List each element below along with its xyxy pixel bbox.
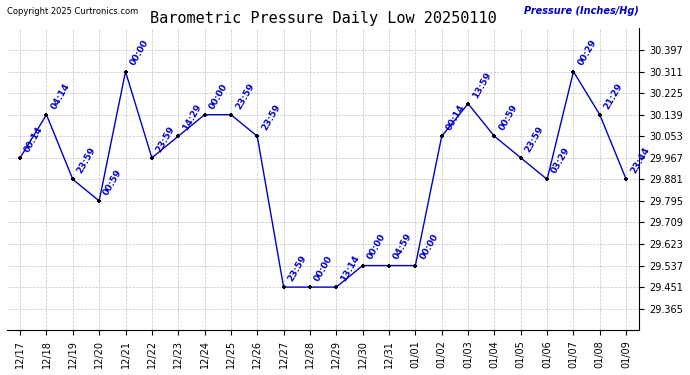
Title: Barometric Pressure Daily Low 20250110: Barometric Pressure Daily Low 20250110 [150,11,497,26]
Point [462,100,473,106]
Text: 23:59: 23:59 [76,146,98,175]
Point [304,284,315,290]
Text: 23:59: 23:59 [286,254,308,283]
Point [14,155,26,161]
Text: 00:00: 00:00 [207,82,229,111]
Point [568,69,579,75]
Text: Pressure (Inches/Hg): Pressure (Inches/Hg) [524,6,640,16]
Text: 23:59: 23:59 [155,124,177,154]
Text: 00:00: 00:00 [313,254,335,283]
Text: 00:14: 00:14 [444,103,466,132]
Text: 13:59: 13:59 [471,70,493,99]
Point [410,262,421,268]
Point [172,133,184,139]
Text: 23:44: 23:44 [629,146,651,175]
Text: 00:00: 00:00 [128,39,150,68]
Text: 03:29: 03:29 [550,146,572,175]
Text: 00:59: 00:59 [497,103,520,132]
Text: 23:59: 23:59 [524,124,546,154]
Text: 00:29: 00:29 [576,38,598,68]
Text: 00:00: 00:00 [366,232,387,261]
Point [199,112,210,118]
Text: 00:00: 00:00 [418,232,440,261]
Point [41,112,52,118]
Point [515,155,526,161]
Point [68,176,79,182]
Point [620,176,631,182]
Text: 21:29: 21:29 [602,81,624,111]
Point [594,112,605,118]
Point [489,133,500,139]
Text: 14:29: 14:29 [181,103,204,132]
Point [226,112,237,118]
Point [120,69,131,75]
Point [278,284,289,290]
Point [94,198,105,204]
Text: 13:14: 13:14 [339,254,362,283]
Text: 00:14: 00:14 [23,124,45,154]
Point [542,176,553,182]
Text: 23:59: 23:59 [260,103,282,132]
Point [331,284,342,290]
Text: 23:59: 23:59 [234,81,256,111]
Text: 00:59: 00:59 [102,168,124,197]
Text: 04:14: 04:14 [49,81,72,111]
Text: 04:59: 04:59 [392,232,414,261]
Point [252,133,263,139]
Point [146,155,157,161]
Point [384,262,395,268]
Text: Copyright 2025 Curtronics.com: Copyright 2025 Curtronics.com [7,8,138,16]
Point [357,262,368,268]
Point [436,133,447,139]
